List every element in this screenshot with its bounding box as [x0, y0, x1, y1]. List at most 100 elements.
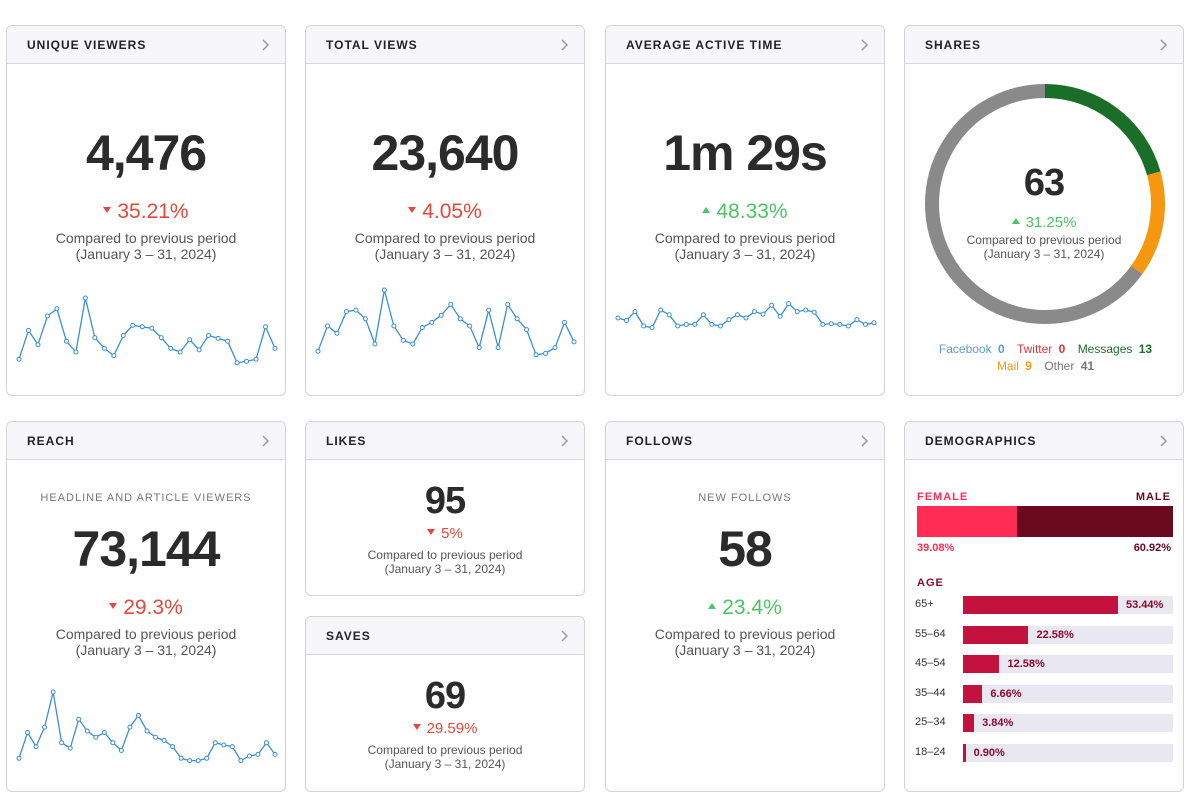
- legend-twitter: Twitter 0: [1016, 342, 1066, 356]
- sparkline-point: [255, 751, 261, 757]
- card-header-demographics[interactable]: DEMOGRAPHICS: [905, 422, 1183, 460]
- sparkline-point: [225, 338, 231, 344]
- card-reach: REACH HEADLINE AND ARTICLE VIEWERS 73,14…: [6, 421, 286, 792]
- sparkline-point: [334, 330, 340, 336]
- change-indicator: 29.3%: [7, 596, 285, 620]
- sparkline-point: [187, 337, 193, 343]
- sparkline-point: [33, 744, 39, 750]
- card-title: AVERAGE ACTIVE TIME: [626, 37, 783, 52]
- sparkline-point: [726, 317, 732, 323]
- female-label: FEMALE: [917, 491, 969, 503]
- card-follows: FOLLOWS NEW FOLLOWS 58 23.4% Compared to…: [605, 421, 885, 792]
- sparkline-point: [871, 320, 877, 326]
- age-bar-track: 53.44%: [963, 596, 1173, 614]
- sparkline-point: [820, 321, 826, 327]
- sparkline-point: [743, 315, 749, 321]
- card-header-saves[interactable]: SAVES: [306, 617, 584, 655]
- sparkline-point: [178, 755, 184, 761]
- chevron-right-icon: [1160, 435, 1168, 447]
- change-indicator: 23.4%: [606, 596, 884, 620]
- sparkline-point: [93, 734, 99, 740]
- compare-text: Compared to previous period: [55, 230, 237, 246]
- compare-text: Compared to previous period: [654, 626, 836, 642]
- sparkline-line: [18, 691, 276, 762]
- change-indicator: 5%: [306, 525, 584, 542]
- card-total-views: TOTAL VIEWS 23,640 4.05% Compared to pre…: [305, 25, 585, 396]
- sparkline-point: [315, 348, 321, 354]
- compare-period: (January 3 – 31, 2024): [674, 642, 816, 658]
- age-label: AGE: [917, 577, 944, 589]
- age-bar-fill: [963, 743, 966, 762]
- card-header-shares[interactable]: SHARES: [905, 26, 1183, 64]
- sparkline-point: [196, 347, 202, 353]
- sparkline-chart: [615, 301, 877, 331]
- card-header-follows[interactable]: FOLLOWS: [606, 422, 884, 460]
- sparkline-point: [448, 301, 454, 307]
- change-value: 23.4%: [722, 596, 782, 619]
- sparkline-point: [476, 345, 482, 351]
- sparkline-point: [400, 337, 406, 343]
- age-percent: 0.90%: [973, 746, 1005, 759]
- sparkline-point: [130, 322, 136, 328]
- card-header-total-views[interactable]: TOTAL VIEWS: [306, 26, 584, 64]
- sparkline-point: [495, 345, 501, 351]
- sub-label: HEADLINE AND ARTICLE VIEWERS: [40, 492, 252, 504]
- sparkline-point: [144, 728, 150, 734]
- male-percent: 60.92%: [1133, 542, 1171, 554]
- male-label: MALE: [1135, 491, 1171, 503]
- donut-segment-2: [925, 84, 1143, 324]
- card-header-likes[interactable]: LIKES: [306, 422, 584, 460]
- card-average-active-time: AVERAGE ACTIVE TIME 1m 29s 48.33% Compar…: [605, 25, 885, 396]
- sparkline-point: [649, 325, 655, 331]
- sparkline-point: [467, 323, 473, 329]
- triangle-up-icon: [702, 207, 711, 214]
- change-value: 35.21%: [117, 200, 189, 223]
- female-bar-fill: [917, 506, 1018, 537]
- card-title: SHARES: [925, 37, 982, 52]
- shares-donut-chart: [925, 84, 1165, 324]
- sparkline-point: [828, 321, 834, 327]
- card-title: UNIQUE VIEWERS: [27, 37, 147, 52]
- sparkline-point: [73, 349, 79, 355]
- chevron-right-icon: [1160, 39, 1168, 51]
- sparkline-point: [16, 356, 22, 362]
- sparkline-point: [410, 341, 416, 347]
- card-header-reach[interactable]: REACH: [7, 422, 285, 460]
- age-bar-track: 0.90%: [963, 743, 1173, 762]
- sparkline-point: [803, 307, 809, 313]
- sparkline-point: [16, 755, 22, 761]
- chevron-right-icon: [561, 630, 569, 642]
- sparkline-point: [120, 332, 126, 338]
- sparkline-point: [82, 295, 88, 301]
- card-header-average-active-time[interactable]: AVERAGE ACTIVE TIME: [606, 26, 884, 64]
- sparkline-point: [253, 356, 259, 362]
- sparkline-point: [101, 730, 107, 736]
- age-range-label: 55–64: [915, 627, 946, 640]
- sparkline-point: [170, 744, 176, 750]
- age-percent: 22.58%: [1036, 628, 1074, 641]
- change-value: 29.3%: [123, 596, 183, 619]
- card-header-unique-viewers[interactable]: UNIQUE VIEWERS: [7, 26, 285, 64]
- compare-period: (January 3 – 31, 2024): [75, 246, 217, 262]
- metric-value: 58: [718, 521, 773, 577]
- age-bar-fill: [963, 596, 1118, 614]
- compare-text: Compared to previous period: [367, 743, 523, 757]
- card-title: SAVES: [326, 628, 371, 643]
- age-bar-fill: [963, 655, 1000, 673]
- sparkline-point: [343, 309, 349, 315]
- sparkline-point: [67, 745, 73, 751]
- sparkline-point: [42, 724, 48, 730]
- sparkline-point: [244, 358, 250, 364]
- sparkline-point: [63, 338, 69, 344]
- sparkline-point: [149, 325, 155, 331]
- sparkline-point: [204, 755, 210, 761]
- sparkline-point: [59, 740, 65, 746]
- metric-value: 69: [424, 675, 466, 717]
- sparkline-point: [234, 360, 240, 366]
- triangle-down-icon: [412, 724, 421, 731]
- chevron-right-icon: [262, 39, 270, 51]
- legend-messages: Messages 13: [1077, 342, 1153, 356]
- female-percent: 39.08%: [917, 542, 955, 554]
- sparkline-point: [111, 353, 117, 359]
- sparkline-point: [168, 345, 174, 351]
